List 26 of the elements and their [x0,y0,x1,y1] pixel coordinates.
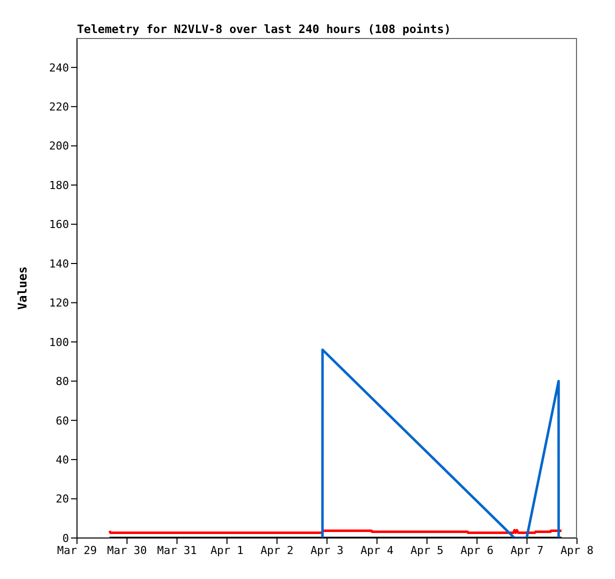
y-tick-label: 120 [49,296,69,310]
y-tick-label: 160 [49,218,69,232]
x-tick-label: Apr 3 [310,544,344,557]
y-tick-label: 140 [49,257,69,270]
y-tick-label: 200 [49,140,69,153]
x-tick-label: Apr 7 [510,544,544,557]
x-tick-label: Apr 8 [560,544,594,557]
y-tick-label: 40 [56,453,69,466]
y-tick-label: 100 [49,336,69,349]
y-tick-label: 240 [49,61,69,74]
x-tick-label: Apr 6 [460,544,494,557]
y-axis-title: Values [15,266,30,310]
x-tick-label: Apr 5 [410,544,444,557]
chart-title: Telemetry for N2VLV-8 over last 240 hours (108 points) [77,22,451,36]
y-tick-label: 220 [49,100,69,114]
y-tick-label: 20 [56,492,69,506]
x-tick-label: Apr 2 [260,544,294,557]
x-tick-label: Mar 31 [157,544,197,557]
x-tick-label: Mar 30 [107,544,147,557]
y-tick-label: 80 [56,375,69,388]
x-tick-label: Apr 4 [360,544,394,557]
y-tick-label: 60 [56,414,69,428]
x-tick-label: Mar 29 [57,544,97,557]
y-tick-label: 0 [62,532,69,545]
y-tick-label: 180 [49,178,69,192]
x-tick-label: Apr 1 [210,544,244,557]
